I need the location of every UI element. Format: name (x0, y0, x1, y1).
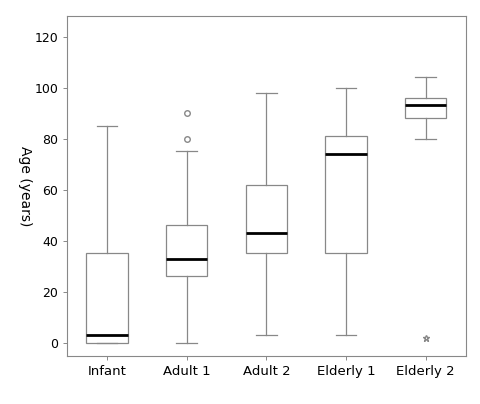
PathPatch shape (166, 225, 207, 276)
PathPatch shape (405, 98, 446, 118)
Y-axis label: Age (years): Age (years) (18, 146, 32, 226)
PathPatch shape (325, 136, 367, 253)
PathPatch shape (246, 185, 287, 253)
PathPatch shape (86, 253, 128, 343)
